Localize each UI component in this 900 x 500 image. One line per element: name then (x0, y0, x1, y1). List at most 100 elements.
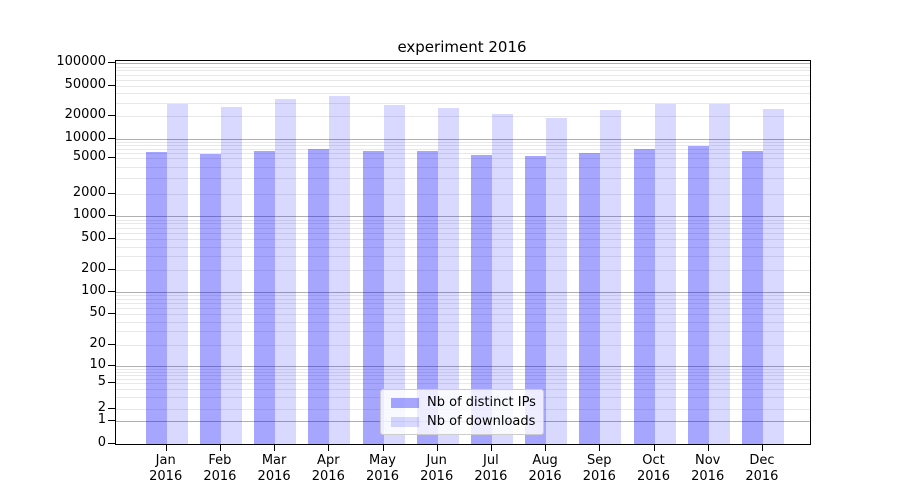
major-gridline (116, 139, 810, 141)
y-tick-label: 1000 (72, 207, 106, 222)
y-axis-tick (108, 138, 115, 140)
minor-gridline (116, 368, 810, 370)
minor-gridline (116, 371, 810, 373)
x-tick-label: Nov 2016 (678, 453, 738, 485)
y-axis-tick (108, 419, 115, 421)
y-tick-label: 100000 (56, 54, 106, 69)
x-tick-label: Jul 2016 (461, 453, 521, 485)
minor-gridline (116, 303, 810, 305)
bar-downloads (654, 104, 676, 444)
minor-gridline (116, 239, 810, 240)
minor-gridline (116, 93, 810, 95)
bar-downloads (708, 104, 730, 444)
x-tick-label: Jun 2016 (407, 453, 467, 485)
minor-gridline (116, 79, 810, 81)
y-tick-label: 1 (97, 411, 106, 427)
legend-swatch (391, 397, 419, 408)
minor-gridline (116, 70, 810, 72)
bar-distinct-ips (308, 148, 330, 444)
bar-distinct-ips (254, 151, 276, 444)
x-tick-label-month: Feb (208, 453, 232, 468)
bar-distinct-ips (199, 153, 221, 444)
legend-item: Nb of downloads (381, 414, 543, 429)
minor-gridline (116, 177, 810, 179)
bar-downloads (762, 109, 784, 444)
x-tick-label-year: 2016 (311, 469, 345, 484)
bar-distinct-ips (687, 146, 709, 444)
minor-gridline (116, 233, 810, 234)
y-axis-tick (108, 291, 115, 292)
minor-gridline (116, 378, 810, 380)
y-axis-tick (108, 269, 115, 270)
y-axis-tick (108, 62, 115, 63)
y-axis-tick (108, 238, 115, 239)
y-axis-tick (108, 192, 115, 194)
bar-distinct-ips (525, 156, 547, 444)
x-tick-label-year: 2016 (636, 469, 671, 484)
bar-distinct-ips (470, 154, 492, 444)
x-tick-label-month: Apr (317, 453, 340, 468)
y-tick-label: 100 (81, 283, 106, 298)
x-axis-tick (707, 444, 709, 451)
y-tick-label: 500 (81, 230, 106, 245)
y-axis-tick (108, 157, 115, 158)
bar-downloads (546, 118, 568, 444)
minor-gridline (116, 227, 810, 229)
y-tick-label: 50 (89, 305, 106, 320)
x-tick-label-year: 2016 (420, 469, 454, 484)
x-tick-label-month: Nov (695, 453, 721, 468)
minor-gridline (116, 148, 810, 150)
y-axis-tick (108, 407, 115, 409)
minor-gridline (116, 153, 810, 155)
x-tick-label-month: Dec (749, 453, 775, 468)
y-axis-tick (108, 84, 115, 86)
x-tick-label-month: Jun (426, 453, 447, 468)
y-axis-tick (108, 215, 115, 216)
y-tick-label: 10 (89, 357, 106, 372)
x-tick-label-month: Jul (483, 453, 499, 468)
y-axis-tick (108, 365, 115, 366)
x-tick-label: Aug 2016 (515, 453, 575, 485)
bar-distinct-ips (416, 151, 438, 444)
y-tick-label: 20000 (64, 107, 106, 123)
x-tick-label-year: 2016 (149, 469, 183, 484)
minor-gridline (116, 102, 810, 104)
plot-area (115, 60, 811, 445)
legend-swatch (391, 416, 419, 427)
bar-downloads (275, 98, 297, 444)
minor-gridline (116, 383, 810, 384)
x-axis-tick (219, 444, 221, 451)
x-tick-label-month: Aug (532, 453, 558, 468)
minor-gridline (116, 193, 810, 195)
x-tick-label-month: Mar (261, 453, 287, 468)
bar-distinct-ips (145, 152, 167, 444)
x-tick-label-year: 2016 (203, 469, 237, 484)
y-tick-label: 50000 (64, 76, 106, 92)
x-tick-label: Sep 2016 (569, 453, 629, 485)
minor-gridline (116, 256, 810, 258)
y-axis-tick (108, 382, 115, 383)
y-tick-label: 0 (97, 435, 106, 450)
x-tick-label: Mar 2016 (244, 453, 304, 485)
y-tick-label: 2000 (72, 184, 106, 200)
minor-gridline (116, 116, 810, 118)
x-axis-tick (274, 444, 276, 451)
y-axis-tick (108, 344, 115, 345)
minor-gridline (116, 314, 810, 315)
minor-gridline (116, 85, 810, 87)
minor-gridline (116, 299, 810, 301)
chart-title: experiment 2016 (397, 38, 527, 56)
x-axis-tick (761, 444, 763, 451)
x-tick-label: Oct 2016 (624, 453, 684, 485)
x-tick-label-year: 2016 (365, 469, 400, 484)
y-axis-tick (108, 443, 115, 444)
x-tick-label-year: 2016 (257, 469, 291, 484)
bar-downloads (220, 106, 242, 444)
x-tick-label-year: 2016 (745, 469, 779, 484)
y-tick-label: 5000 (72, 149, 106, 164)
x-tick-label: Jan 2016 (136, 453, 196, 485)
bar-downloads (166, 103, 188, 444)
legend-item: Nb of distinct IPs (381, 395, 543, 410)
x-tick-label: Dec 2016 (732, 453, 792, 485)
bar-downloads (600, 109, 622, 444)
